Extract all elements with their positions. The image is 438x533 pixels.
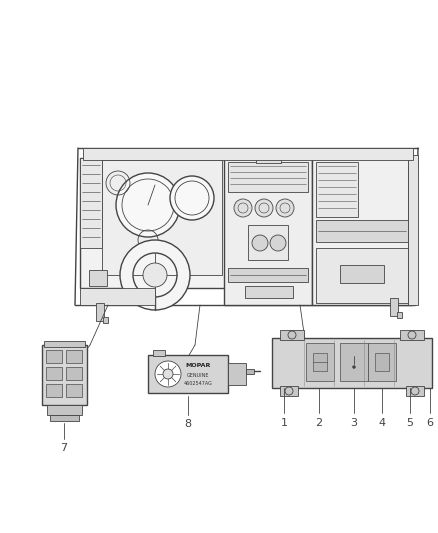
Bar bbox=[228, 363, 246, 385]
Circle shape bbox=[116, 173, 180, 237]
Bar bbox=[256, 155, 281, 163]
Bar bbox=[66, 384, 82, 397]
Bar bbox=[228, 268, 308, 282]
Circle shape bbox=[276, 199, 294, 217]
Bar bbox=[316, 162, 358, 217]
Bar bbox=[96, 303, 104, 321]
Circle shape bbox=[234, 199, 252, 217]
Bar bbox=[46, 384, 62, 397]
Bar bbox=[47, 405, 82, 415]
Bar bbox=[397, 312, 402, 318]
Bar bbox=[66, 367, 82, 380]
Circle shape bbox=[353, 366, 356, 368]
Text: 2: 2 bbox=[315, 418, 322, 428]
Polygon shape bbox=[344, 350, 364, 369]
Circle shape bbox=[155, 361, 181, 387]
Circle shape bbox=[270, 235, 286, 251]
Bar bbox=[46, 350, 62, 363]
Bar bbox=[50, 415, 79, 421]
Bar bbox=[153, 350, 165, 356]
Bar bbox=[340, 265, 384, 283]
Circle shape bbox=[170, 176, 214, 220]
Bar bbox=[316, 220, 408, 242]
Bar bbox=[400, 330, 424, 340]
Bar bbox=[280, 330, 304, 340]
Bar bbox=[408, 158, 415, 305]
Bar bbox=[102, 160, 222, 275]
Text: 8: 8 bbox=[184, 419, 191, 429]
Bar bbox=[313, 353, 327, 371]
Circle shape bbox=[143, 263, 167, 287]
Circle shape bbox=[252, 235, 268, 251]
Text: 4: 4 bbox=[378, 418, 385, 428]
Text: 3: 3 bbox=[350, 418, 357, 428]
Bar bbox=[248, 225, 288, 260]
Bar bbox=[312, 158, 412, 305]
Text: 1: 1 bbox=[280, 418, 287, 428]
Bar bbox=[375, 353, 389, 371]
Circle shape bbox=[163, 369, 173, 379]
Bar bbox=[280, 386, 298, 396]
Text: GENUINE: GENUINE bbox=[187, 373, 209, 378]
Circle shape bbox=[120, 240, 190, 310]
Bar bbox=[103, 317, 108, 323]
Text: 6: 6 bbox=[427, 418, 434, 428]
Bar bbox=[408, 155, 418, 305]
Bar bbox=[272, 338, 432, 388]
Bar bbox=[224, 158, 312, 305]
Bar bbox=[89, 270, 107, 286]
Circle shape bbox=[147, 267, 163, 283]
Bar bbox=[406, 386, 424, 396]
Bar bbox=[340, 343, 368, 381]
Bar bbox=[316, 248, 408, 303]
Text: 5: 5 bbox=[406, 418, 413, 428]
Text: MOPAR: MOPAR bbox=[185, 363, 211, 368]
Text: 4602547AG: 4602547AG bbox=[184, 381, 212, 386]
Bar bbox=[80, 288, 155, 305]
Circle shape bbox=[255, 199, 273, 217]
Text: 7: 7 bbox=[60, 443, 67, 453]
Bar bbox=[246, 369, 254, 374]
Bar bbox=[368, 343, 396, 381]
Bar bbox=[83, 148, 413, 160]
Bar bbox=[66, 350, 82, 363]
Bar bbox=[306, 343, 334, 381]
Bar bbox=[44, 341, 85, 347]
Bar bbox=[42, 345, 87, 405]
Bar bbox=[390, 298, 398, 316]
Bar bbox=[148, 355, 228, 393]
Bar bbox=[228, 162, 308, 192]
Bar bbox=[46, 367, 62, 380]
Bar bbox=[80, 158, 225, 288]
Bar bbox=[80, 158, 102, 248]
Bar bbox=[245, 286, 293, 298]
